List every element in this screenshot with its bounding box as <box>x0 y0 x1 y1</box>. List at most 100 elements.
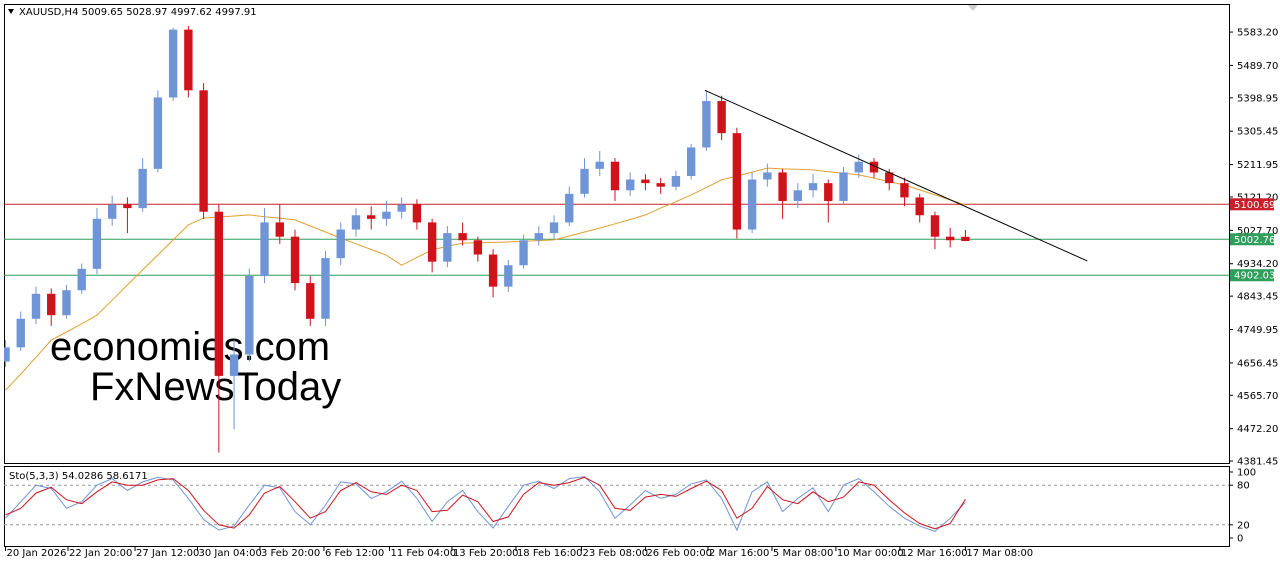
y-tick-label: 4656.45 <box>1237 358 1278 369</box>
candle-body <box>47 293 56 316</box>
candle-body <box>900 183 909 198</box>
indicator-tick-label: 20 <box>1237 520 1250 531</box>
indicator-tick-label: 100 <box>1237 468 1256 479</box>
candle-body <box>854 161 863 173</box>
candle-body <box>869 161 879 173</box>
candle-body <box>77 268 86 291</box>
x-tick-label: 27 Jan 12:00 <box>136 548 199 559</box>
moving-average <box>5 167 966 391</box>
x-tick-label: 10 Mar 00:00 <box>837 548 904 559</box>
candle-body <box>427 222 437 262</box>
menu-arrow[interactable] <box>8 9 14 14</box>
candle-body <box>306 283 315 319</box>
shift-marker <box>968 5 978 11</box>
candle-body <box>808 183 818 191</box>
y-tick-label: 4472.20 <box>1237 424 1278 435</box>
candle-body <box>92 218 102 269</box>
candle-body <box>245 275 254 355</box>
signal-value: 58.6171 <box>106 471 147 482</box>
candle-body <box>153 97 163 169</box>
candle-body <box>641 179 650 184</box>
candle-body <box>62 290 71 316</box>
x-tick-label: 30 Jan 04:00 <box>199 548 262 559</box>
candle-body <box>671 175 681 187</box>
candle-body <box>885 172 894 184</box>
x-tick-label: 20 Jan 2026 <box>7 548 67 559</box>
candle-body <box>732 133 742 230</box>
candle-body <box>351 215 361 230</box>
level-label: 5002.76 <box>1234 235 1275 246</box>
candle-body <box>945 236 955 241</box>
candle-body <box>123 204 132 209</box>
indicator-line <box>5 476 966 532</box>
candle-body <box>290 236 300 284</box>
indicator-name: Sto(5,3,3) <box>9 471 59 482</box>
symbol-header: XAUUSD,H4 5009.65 5028.97 4997.62 4997.9… <box>19 7 257 18</box>
candle-body <box>778 172 787 201</box>
x-tick-label: 17 Mar 08:00 <box>966 548 1033 559</box>
plot <box>4 26 1229 453</box>
candle-body <box>458 233 467 241</box>
candle-body <box>534 233 543 241</box>
x-tick-label: 18 Feb 16:00 <box>517 548 583 559</box>
candle-body <box>488 254 498 287</box>
y-tick-label: 4843.45 <box>1237 292 1278 303</box>
indicator-line <box>5 476 966 530</box>
x-tick-label: 13 Feb 20:00 <box>453 548 519 559</box>
y-tick-label: 4934.20 <box>1237 259 1278 270</box>
candle-body <box>336 229 345 259</box>
candle-body <box>31 293 41 319</box>
x-tick-label: 12 Mar 16:00 <box>901 548 968 559</box>
candle-body <box>275 222 284 237</box>
x-tick-label: 22 Jan 20:00 <box>69 548 132 559</box>
y-tick-label: 5489.70 <box>1237 61 1278 72</box>
y-tick-label: 5305.45 <box>1237 127 1278 138</box>
level-tag <box>1230 269 1274 282</box>
indicator-tick-label: 0 <box>1237 534 1243 545</box>
candle-body <box>961 236 970 241</box>
candle-body <box>793 190 803 201</box>
candle-body <box>565 193 574 223</box>
candle-body <box>549 222 559 234</box>
x-tick-label: 11 Feb 04:00 <box>390 548 456 559</box>
candle-body <box>199 90 208 212</box>
x-tick-label: 2 Mar 16:00 <box>709 548 769 559</box>
close: 4997.91 <box>215 7 256 18</box>
candle-body <box>580 168 589 194</box>
candle-body <box>763 172 772 180</box>
candle-body <box>824 183 833 201</box>
candle-body <box>656 183 665 187</box>
y-tick-label: 5583.20 <box>1237 28 1278 39</box>
candle-body <box>260 222 269 276</box>
level-tag <box>1230 233 1274 246</box>
y-tick-label: 4565.70 <box>1237 391 1278 402</box>
candle-body <box>367 215 376 219</box>
candle-body <box>915 197 924 216</box>
candle-body <box>839 172 848 201</box>
x-tick-label: 5 Mar 08:00 <box>773 548 833 559</box>
candle-body <box>473 240 483 255</box>
candle-body <box>107 204 117 219</box>
candle-body <box>4 347 10 362</box>
candle-body <box>717 101 726 134</box>
candle-body <box>930 215 940 237</box>
main-panel <box>4 4 1230 464</box>
indicator-header: Sto(5,3,3) 54.0286 58.6171 <box>9 471 148 482</box>
trendline <box>704 89 1088 262</box>
x-tick-label: 3 Feb 20:00 <box>261 548 320 559</box>
high: 5028.97 <box>126 7 167 18</box>
candle-body <box>686 147 696 176</box>
y-tick-label: 4381.45 <box>1237 457 1278 468</box>
candle-body <box>138 168 147 209</box>
y-tick-label: 4749.95 <box>1237 325 1278 336</box>
level-label: 4902.03 <box>1234 271 1275 282</box>
watermark: economies.com <box>50 325 330 369</box>
candle-body <box>168 29 178 98</box>
low: 4997.62 <box>171 7 212 18</box>
candle-body <box>747 179 757 230</box>
level-label: 5100.69 <box>1234 200 1275 211</box>
candle-body <box>184 29 193 91</box>
y-tick-label: 5211.95 <box>1237 160 1278 171</box>
